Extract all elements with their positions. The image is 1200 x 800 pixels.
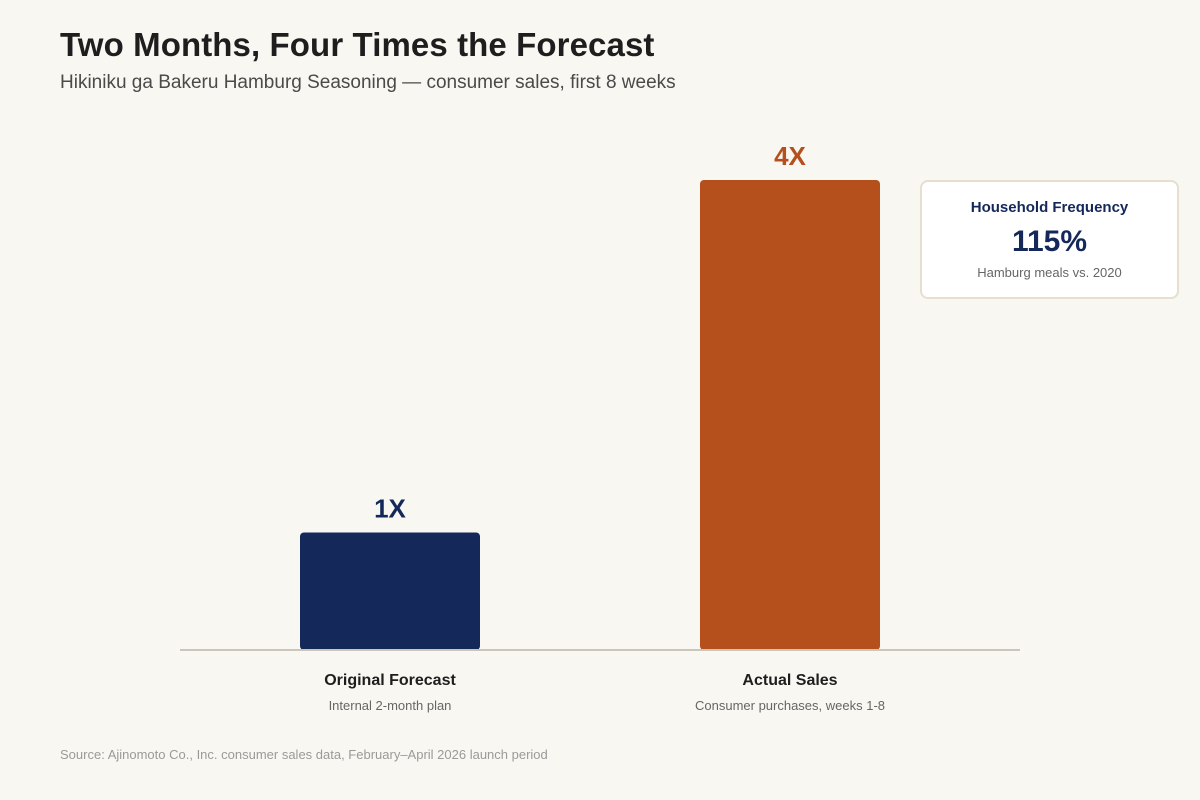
category-label-1: Original Forecast <box>324 672 456 689</box>
category-note-1: Internal 2-month plan <box>329 698 452 713</box>
callout-value: 115% <box>1011 225 1088 258</box>
chart-subtitle: Hikiniku ga Bakeru Hamburg Seasoning — c… <box>60 72 676 93</box>
household-frequency-callout: Household Frequency 115% Hamburg meals v… <box>920 180 1179 299</box>
bar-value-label-2: 4X <box>774 141 806 171</box>
source-note: Source: Ajinomoto Co., Inc. consumer sal… <box>60 747 548 762</box>
callout-note: Hamburg meals vs. 2020 <box>977 265 1122 280</box>
callout-label: Household Frequency <box>970 199 1129 216</box>
category-note-2: Consumer purchases, weeks 1-8 <box>695 698 885 713</box>
category-label-2: Actual Sales <box>742 672 837 689</box>
bar-value-label-1: 1X <box>374 494 406 524</box>
bar-2 <box>700 180 880 650</box>
chart-title: Two Months, Four Times the Forecast <box>60 26 655 63</box>
bar-1 <box>300 532 480 650</box>
